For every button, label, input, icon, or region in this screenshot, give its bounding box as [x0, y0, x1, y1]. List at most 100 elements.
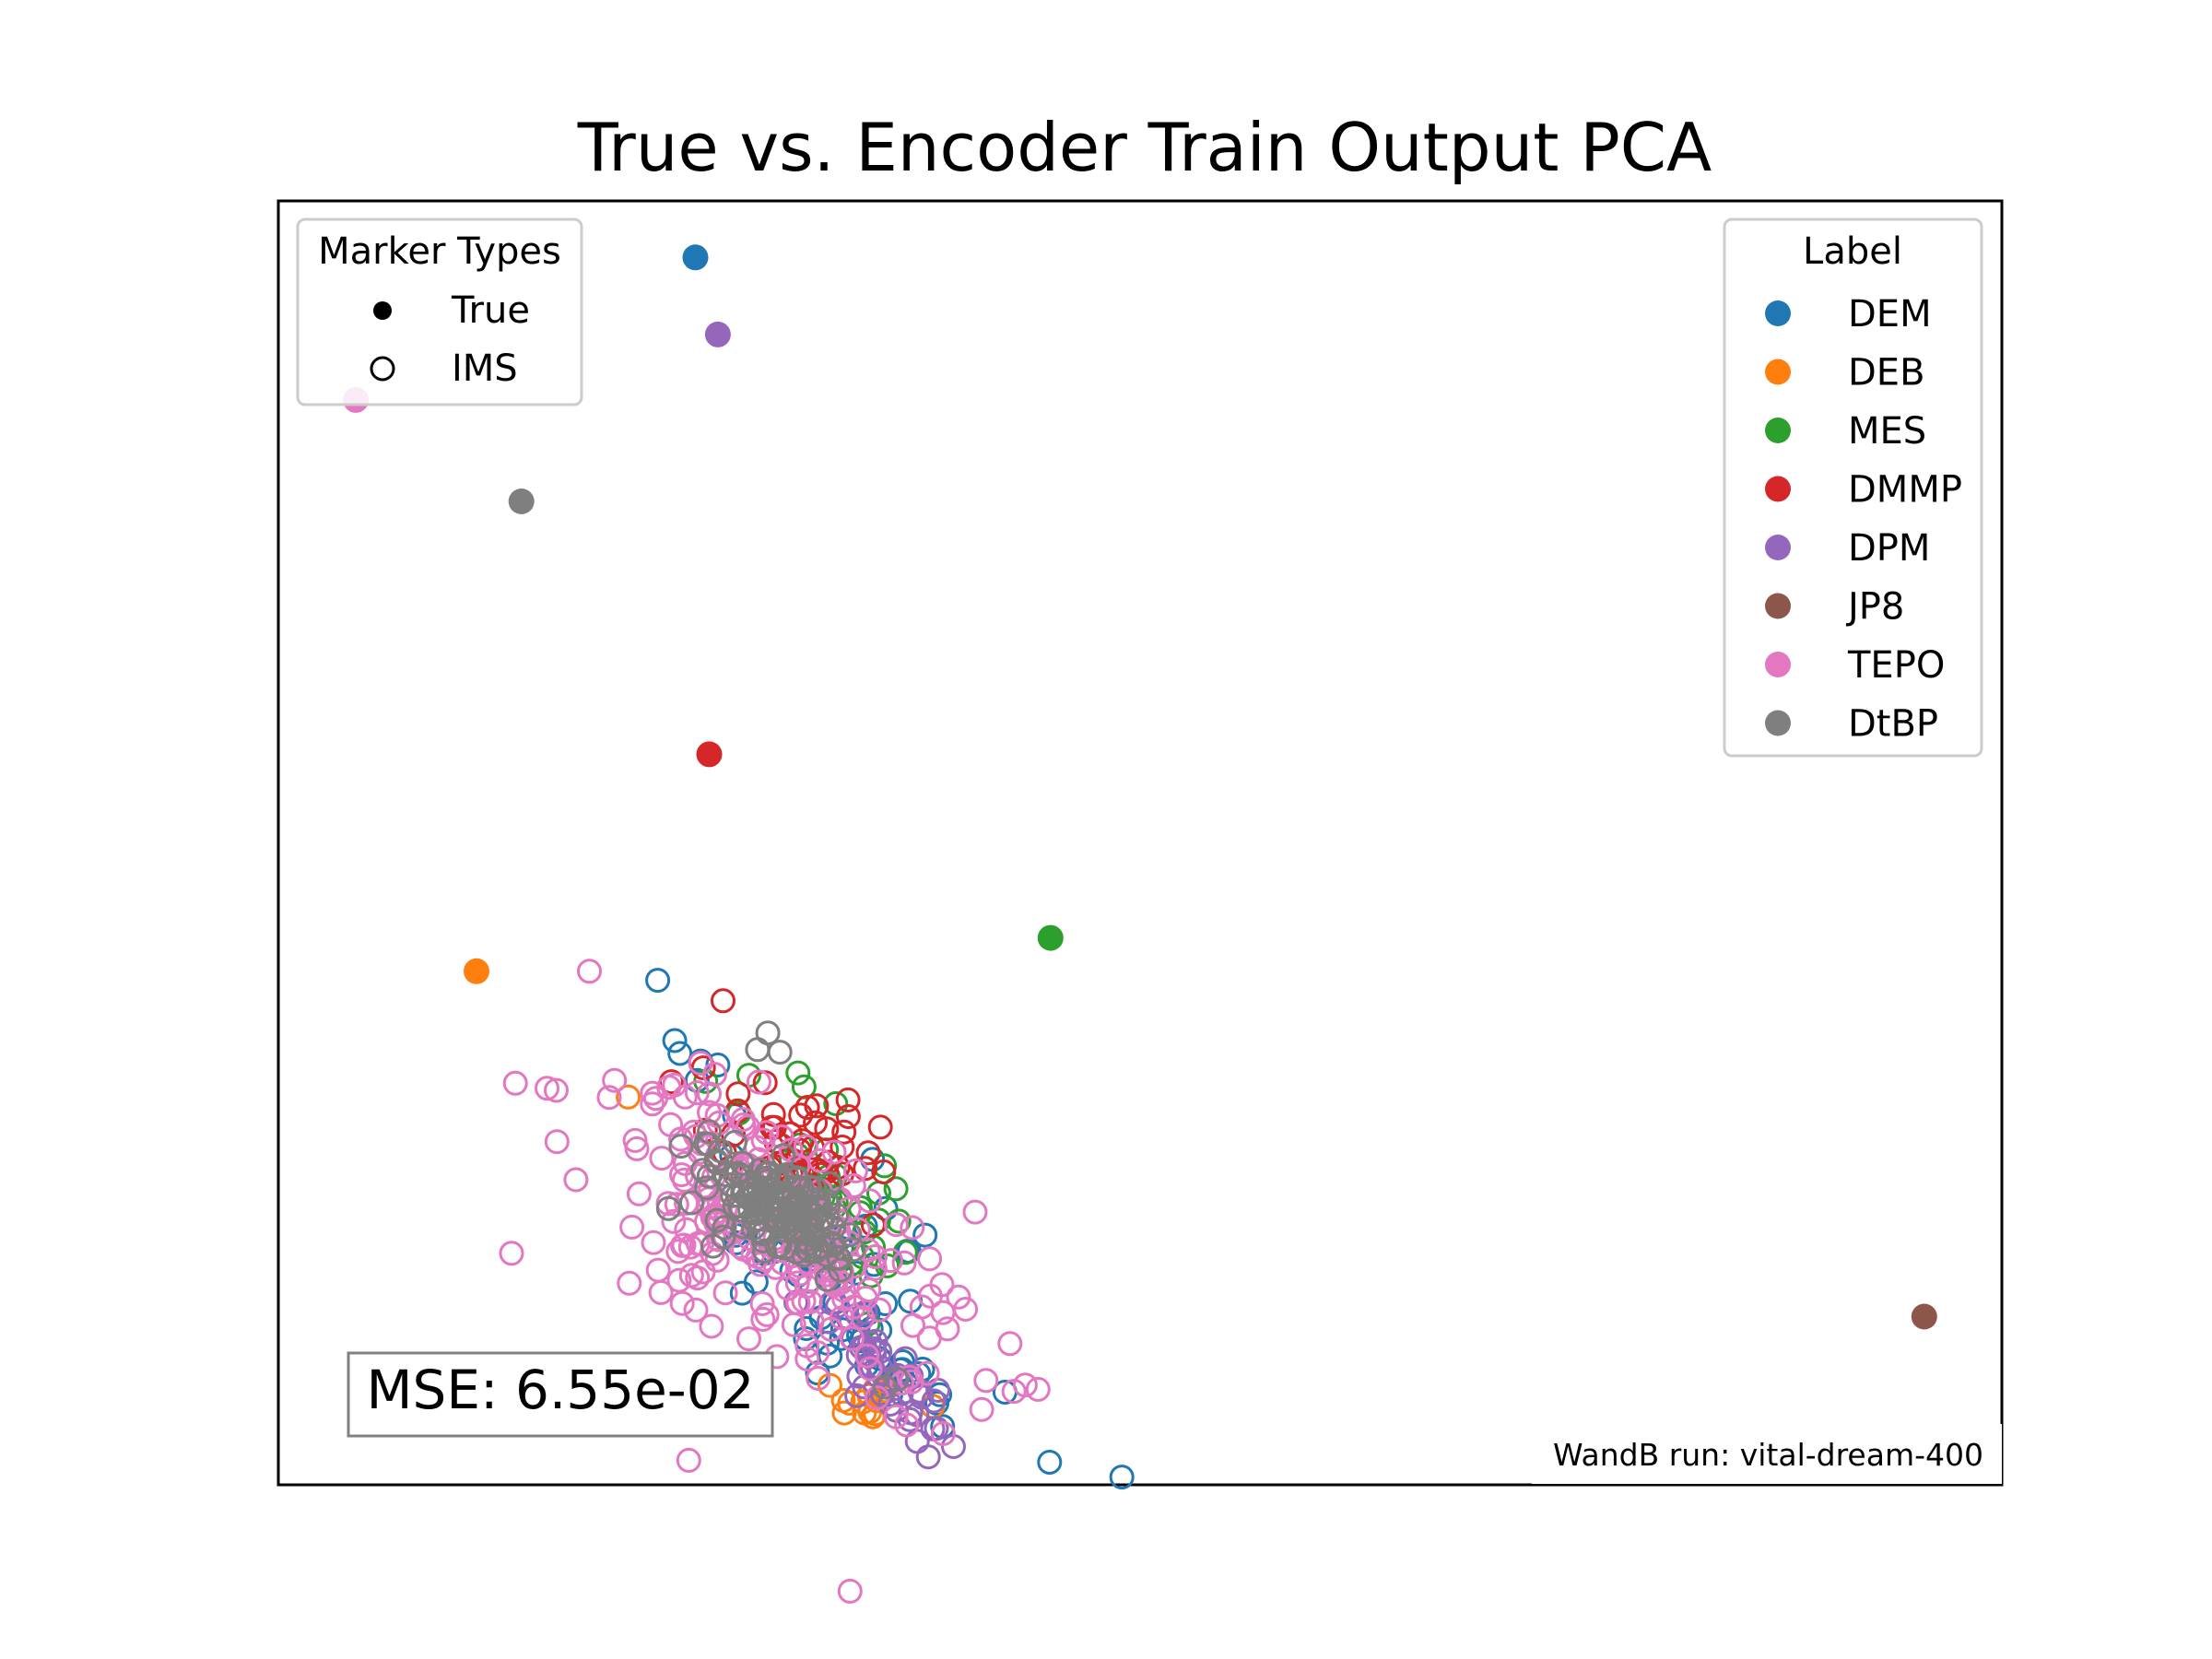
- legend-label-tepo: TEPO: [1847, 644, 1945, 687]
- true-marker-symbol: [373, 301, 392, 320]
- ims-point-dem: [645, 968, 671, 994]
- ims-point-tepo: [853, 1285, 878, 1311]
- ims-point-dtbp: [789, 1184, 815, 1210]
- chart-title: True vs. Encoder Train Output PCA: [577, 109, 1712, 186]
- ims-point-dmmp: [835, 1087, 861, 1112]
- ims-point-dpm: [924, 1416, 949, 1441]
- ims-point-tepo: [736, 1326, 761, 1352]
- ims-point-tepo: [563, 1167, 589, 1193]
- ims-point-tepo: [641, 1230, 666, 1255]
- true-point-deb: [464, 958, 489, 984]
- ims-point-deb: [616, 1084, 641, 1110]
- ims-point-dtbp: [745, 1190, 771, 1216]
- ims-point-tepo: [917, 1246, 943, 1272]
- ims-point-tepo: [622, 1127, 648, 1153]
- ims-point-mes: [883, 1176, 909, 1202]
- ims-point-tepo: [666, 1267, 692, 1293]
- ims-point-tepo: [969, 1396, 994, 1422]
- label-legend: Label DEM DEB MES DMMP DPM JP8 TEPO DtBP: [1723, 218, 1983, 758]
- ims-point-tepo: [661, 1208, 687, 1234]
- ims-point-tepo: [884, 1212, 909, 1238]
- ims-point-tepo: [699, 1313, 724, 1339]
- ims-point-tepo: [909, 1294, 935, 1320]
- ims-point-dtbp: [841, 1237, 866, 1263]
- ims-point-tepo: [688, 1051, 713, 1076]
- ims-point-tepo: [877, 1248, 903, 1274]
- ims-point-tepo: [685, 1265, 711, 1291]
- ims-point-tepo: [1001, 1379, 1027, 1405]
- ims-point-dtbp: [679, 1190, 704, 1216]
- ims-point-tepo: [672, 1084, 698, 1110]
- ims-point-tepo: [544, 1077, 569, 1103]
- ims-point-tepo: [643, 1086, 668, 1112]
- ims-marker-symbol: [370, 356, 395, 382]
- ims-point-dtbp: [722, 1193, 747, 1218]
- ims-point-dtbp: [697, 1119, 722, 1145]
- label-legend-title: Label: [1803, 230, 1902, 273]
- ims-point-tepo: [857, 1356, 883, 1382]
- ims-point-dtbp: [704, 1207, 730, 1233]
- ims-point-tepo: [894, 1412, 920, 1438]
- true-point-dpm: [704, 321, 731, 347]
- true-point-dtbp: [508, 488, 535, 514]
- marker-legend: Marker Types True IMS: [296, 218, 583, 406]
- ims-point-tepo: [596, 1085, 622, 1111]
- ims-point-tepo: [648, 1279, 674, 1305]
- ims-point-dtbp: [759, 1197, 784, 1223]
- ims-point-tepo: [502, 1070, 528, 1096]
- ims-point-tepo: [769, 1124, 794, 1149]
- ims-point-tepo: [973, 1368, 999, 1394]
- ims-point-tepo: [794, 1347, 820, 1371]
- ims-point-mes: [785, 1060, 811, 1086]
- ims-point-dtbp: [793, 1227, 818, 1253]
- marker-legend-label-ims: IMS: [452, 347, 518, 390]
- ims-point-deb: [818, 1372, 842, 1398]
- ims-point-dmmp: [835, 1104, 861, 1129]
- ims-point-tepo: [535, 1076, 559, 1101]
- ims-point-tepo: [839, 1325, 865, 1351]
- ims-point-tepo: [841, 1172, 866, 1198]
- ims-point-tepo: [684, 1080, 710, 1106]
- ims-point-tepo: [785, 1290, 811, 1316]
- ims-point-tepo: [891, 1250, 917, 1276]
- ims-point-tepo: [640, 1080, 665, 1106]
- ims-point-tepo: [669, 1290, 695, 1316]
- wandb-run-text: WandB run: vital-dream-400: [1553, 1437, 1983, 1473]
- ims-point-tepo: [862, 1255, 888, 1281]
- ims-point-tepo: [750, 1306, 776, 1332]
- legend-label-jp8: JP8: [1845, 586, 1904, 629]
- marker-legend-title: Marker Types: [318, 230, 561, 273]
- legend-swatch-deb: [1765, 359, 1791, 385]
- ims-point-tepo: [668, 1126, 694, 1152]
- legend-label-dmmp: DMMP: [1848, 469, 1962, 512]
- ims-point-tepo: [626, 1181, 652, 1206]
- ims-point-dtbp: [668, 1134, 694, 1159]
- marker-legend-label-true: True: [451, 289, 530, 332]
- legend-label-deb: DEB: [1848, 352, 1925, 394]
- ims-point-dmmp: [804, 1093, 830, 1119]
- ims-point-dtbp: [703, 1147, 729, 1173]
- ims-point-dem: [794, 1316, 819, 1341]
- true-point-dmmp: [696, 741, 723, 768]
- ims-point-dtbp: [747, 1158, 773, 1183]
- label-legend-box: [1723, 218, 1983, 758]
- legend-swatch-mes: [1765, 418, 1791, 443]
- ims-point-tepo: [842, 1158, 868, 1183]
- legend-swatch-jp8: [1765, 593, 1791, 619]
- ims-point-tepo: [602, 1067, 628, 1093]
- legend-label-dpm: DPM: [1848, 527, 1930, 570]
- ims-point-tepo: [837, 1578, 863, 1604]
- ims-point-dmmp: [794, 1095, 820, 1120]
- ims-point-dtbp: [728, 1197, 754, 1223]
- legend-swatch-dtbp: [1765, 710, 1791, 736]
- ims-point-dtbp: [750, 1229, 776, 1253]
- ims-point-dtbp: [809, 1206, 835, 1232]
- ims-point-dtbp: [817, 1171, 842, 1196]
- marker-legend-box: [296, 218, 583, 406]
- ims-point-dtbp: [798, 1211, 824, 1237]
- ims-point-tepo: [896, 1364, 922, 1390]
- true-point-jp8: [1911, 1303, 1937, 1330]
- ims-point-dtbp: [694, 1175, 720, 1201]
- ims-point-dmmp: [803, 1110, 829, 1135]
